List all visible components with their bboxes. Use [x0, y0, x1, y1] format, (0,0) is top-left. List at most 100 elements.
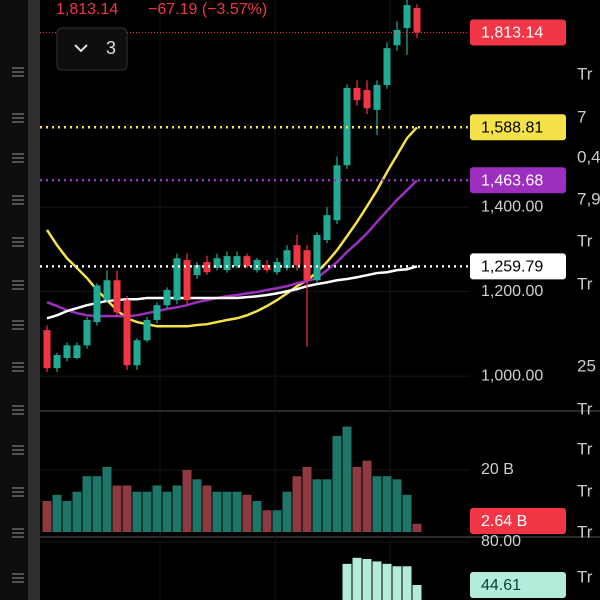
candle-body — [213, 258, 221, 268]
bar — [362, 460, 372, 532]
bar — [182, 469, 192, 532]
y-tick-label: 20 B — [481, 461, 514, 478]
bar — [242, 494, 252, 532]
left-gutter — [0, 0, 28, 600]
side-label: Tr — [577, 231, 593, 250]
side-label: 7 — [577, 107, 586, 126]
candle-body — [83, 319, 91, 346]
candle-body — [293, 245, 301, 266]
candle-body — [243, 256, 251, 267]
side-label: 0,4 — [577, 147, 600, 166]
value-label: 1,259.79 — [481, 259, 543, 276]
bar — [232, 491, 242, 532]
candle-body — [103, 280, 111, 301]
bar — [322, 479, 332, 532]
bar — [392, 566, 402, 600]
candle-body — [323, 215, 331, 241]
bar — [122, 485, 132, 532]
value-label-box — [470, 253, 566, 280]
bar — [42, 500, 52, 532]
bar — [342, 426, 352, 532]
value-label-box — [470, 572, 566, 599]
plot — [40, 0, 470, 600]
left-scroll-strip — [28, 0, 40, 600]
candle-body — [393, 30, 401, 46]
side-label: 25 — [577, 356, 596, 375]
value-label: 1,813.14 — [481, 25, 543, 42]
side-label: 7,9 — [577, 189, 600, 208]
candle-body — [63, 345, 71, 359]
candle-body — [123, 300, 131, 366]
candle-body — [93, 285, 101, 323]
bar — [382, 563, 392, 600]
candle-body — [403, 5, 411, 28]
candle-body — [283, 250, 291, 268]
bar — [402, 566, 412, 600]
button-label[interactable]: 3 — [106, 38, 116, 58]
candle-body — [263, 265, 271, 271]
bar — [342, 563, 352, 600]
bar — [392, 479, 402, 532]
bar — [332, 435, 342, 532]
header-change: −67.19 (−3.57%) — [148, 1, 267, 18]
side-label: Tr — [577, 439, 593, 458]
side-label: Tr — [577, 399, 593, 418]
moving-average — [46, 179, 418, 318]
y-tick-label: 1,000.00 — [481, 367, 543, 384]
value-label: 2.64 B — [481, 513, 527, 530]
bar — [72, 491, 82, 532]
y-tick-label: 80.00 — [481, 533, 521, 550]
candle-body — [163, 289, 171, 306]
bar — [132, 491, 142, 532]
value-label-box — [470, 167, 566, 194]
bar — [362, 558, 372, 600]
candle-body — [223, 256, 231, 271]
candle-body — [173, 258, 181, 301]
value-label: 1,588.81 — [481, 120, 543, 137]
candle-body — [333, 165, 341, 221]
candle-body — [353, 87, 361, 101]
button-box[interactable] — [56, 27, 128, 71]
side-label: Tr — [577, 274, 593, 293]
bar — [92, 476, 102, 532]
bar — [412, 585, 422, 600]
bar — [382, 476, 392, 532]
bar — [102, 466, 112, 532]
bar — [172, 485, 182, 532]
bar — [202, 485, 212, 532]
candle-body — [43, 330, 51, 369]
candle-body — [143, 319, 151, 341]
candle-body — [203, 262, 211, 273]
chevron-icon — [74, 44, 88, 53]
value-label-box — [470, 508, 566, 534]
bar — [212, 491, 222, 532]
bar — [312, 479, 322, 532]
candle-body — [53, 355, 61, 369]
bar — [192, 479, 202, 532]
collapse-button[interactable]: 3 — [56, 27, 128, 71]
bar — [82, 476, 92, 532]
bar — [252, 500, 262, 532]
candle-body — [113, 280, 121, 313]
candle-body — [73, 345, 81, 359]
bar — [272, 510, 282, 532]
candle-body — [193, 265, 201, 276]
candle-body — [133, 340, 141, 366]
bar — [262, 510, 272, 532]
value-label-box — [470, 19, 566, 46]
moving-average — [46, 265, 418, 320]
candle-body — [273, 262, 281, 273]
side-label: Tr — [577, 64, 593, 83]
bar — [162, 491, 172, 532]
bar — [62, 500, 72, 532]
header-price: 1,813.14 — [56, 1, 118, 18]
side-label: Tr — [577, 522, 593, 541]
bar — [112, 485, 122, 532]
candle-body — [313, 235, 321, 281]
candle-body — [303, 250, 311, 281]
bar — [372, 476, 382, 532]
candle-body — [253, 259, 261, 271]
bar — [402, 494, 412, 532]
